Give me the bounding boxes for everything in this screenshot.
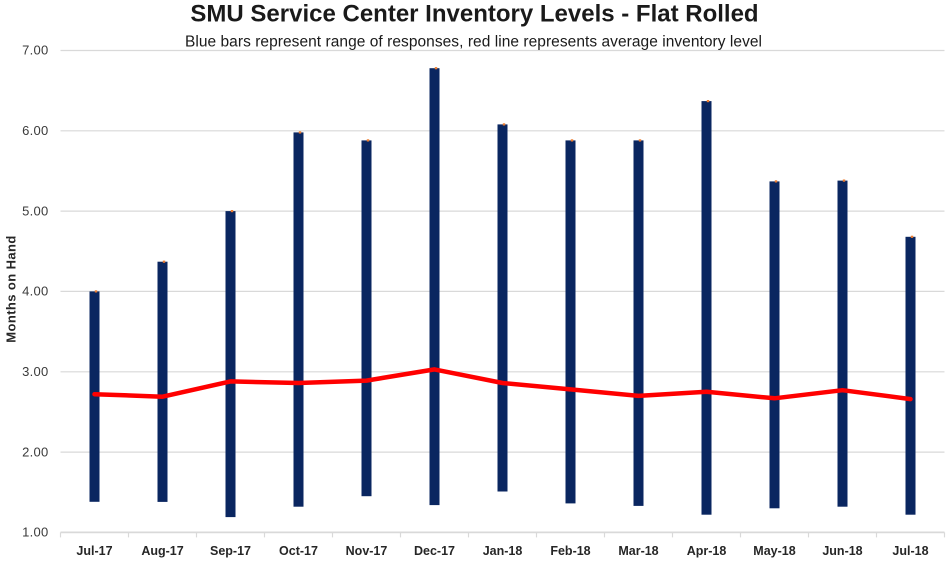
svg-text:Dec-17: Dec-17 xyxy=(414,544,455,558)
svg-text:Months on Hand: Months on Hand xyxy=(4,235,19,342)
svg-text:Apr-18: Apr-18 xyxy=(687,544,727,558)
svg-text:SMU Service Center Inventory L: SMU Service Center Inventory Levels - Fl… xyxy=(190,1,758,28)
svg-text:5.00: 5.00 xyxy=(22,203,49,218)
svg-text:Jun-18: Jun-18 xyxy=(822,544,862,558)
svg-text:2.00: 2.00 xyxy=(22,444,49,459)
svg-text:Feb-18: Feb-18 xyxy=(550,544,590,558)
svg-text:Jul-17: Jul-17 xyxy=(76,544,112,558)
svg-text:Blue bars represent range of r: Blue bars represent range of responses, … xyxy=(185,34,762,51)
svg-text:4.00: 4.00 xyxy=(22,284,49,299)
svg-text:May-18: May-18 xyxy=(753,544,795,558)
svg-text:Jan-18: Jan-18 xyxy=(483,544,523,558)
svg-text:Nov-17: Nov-17 xyxy=(346,544,388,558)
svg-text:Jul-18: Jul-18 xyxy=(892,544,928,558)
svg-text:3.00: 3.00 xyxy=(22,364,49,379)
svg-text:Aug-17: Aug-17 xyxy=(141,544,183,558)
svg-text:1.00: 1.00 xyxy=(22,525,49,540)
svg-text:Oct-17: Oct-17 xyxy=(279,544,318,558)
svg-text:Mar-18: Mar-18 xyxy=(618,544,658,558)
svg-text:7.00: 7.00 xyxy=(22,43,49,58)
svg-text:6.00: 6.00 xyxy=(22,123,49,138)
svg-text:Sep-17: Sep-17 xyxy=(210,544,251,558)
